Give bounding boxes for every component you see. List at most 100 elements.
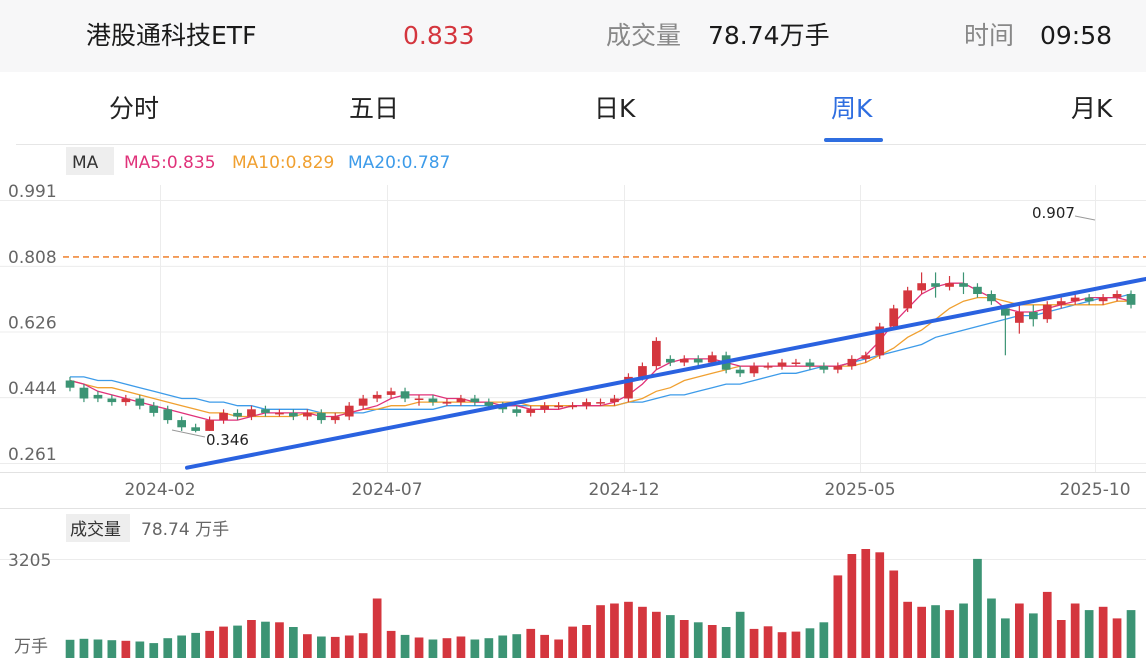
ma-legend-label: MA: [72, 153, 99, 173]
volume-bar: [107, 640, 117, 658]
time-label: 时间: [964, 21, 1015, 50]
candle-body: [1112, 294, 1122, 298]
tab-weekly-k[interactable]: 周K: [831, 94, 873, 123]
volume-bar: [1056, 620, 1066, 658]
volume-bar: [931, 605, 940, 658]
candle-body: [791, 362, 801, 364]
candle-body: [1015, 312, 1024, 323]
candle-body: [931, 283, 940, 287]
candle-body: [707, 355, 717, 363]
candle-body: [875, 326, 885, 356]
volume-bar: [959, 603, 968, 658]
candle-body: [93, 394, 103, 399]
candle-body: [386, 391, 396, 395]
volume-bar: [540, 634, 549, 658]
volume-bar: [638, 606, 647, 658]
ma-legend-box: [66, 147, 114, 175]
candle-body: [484, 402, 494, 406]
volume-bar: [749, 628, 759, 658]
candle-body: [526, 409, 536, 413]
candle-body: [344, 405, 354, 417]
candle-body: [540, 405, 549, 410]
volume-bar: [693, 622, 703, 658]
ma5-legend: MA5:0.835: [124, 153, 216, 173]
volume-bar: [624, 601, 633, 658]
x-tick-label: 2024-12: [588, 480, 659, 500]
volume-legend-value: 78.74 万手: [141, 520, 229, 540]
trendline: [185, 276, 1146, 470]
volume-bar: [135, 641, 145, 658]
candle-body: [568, 405, 577, 408]
volume-bar: [1070, 603, 1080, 658]
candle-body: [679, 358, 689, 363]
volume-bar: [1084, 610, 1094, 658]
x-tick-label: 2025-10: [1059, 480, 1130, 500]
volume-bar: [596, 605, 605, 658]
volume-bar: [93, 639, 103, 658]
high-annotation-leader: [1074, 215, 1096, 221]
volume-bar: [1029, 613, 1038, 658]
volume-bar: [721, 627, 731, 658]
volume-bar: [79, 638, 89, 658]
volume-bar: [903, 601, 912, 658]
candle-body: [889, 308, 899, 327]
volume-bar: [386, 630, 396, 658]
candle-body: [512, 409, 522, 413]
candle-body: [358, 398, 368, 406]
candle-body: [1056, 301, 1066, 305]
candle-body: [149, 405, 159, 413]
y-tick-label: 0.991: [8, 182, 57, 202]
candle-body: [1042, 304, 1052, 320]
candle-body: [987, 294, 996, 302]
y-tick-label: 0.626: [8, 314, 57, 334]
candle-body: [1098, 297, 1108, 302]
tab-five-day[interactable]: 五日: [349, 94, 400, 123]
candle-body: [959, 283, 968, 287]
active-tab-indicator: [824, 138, 883, 142]
volume-bar: [358, 633, 368, 658]
volume-bar: [735, 611, 745, 658]
volume-bar: [973, 558, 982, 658]
candle-body: [917, 283, 926, 291]
tab-monthly-k[interactable]: 月K: [1071, 94, 1113, 123]
volume-bar: [652, 611, 661, 658]
candle-body: [470, 398, 480, 403]
candle-body: [903, 290, 912, 309]
volume-bar: [498, 635, 508, 658]
x-tick-label: 2024-02: [124, 480, 195, 500]
volume-bar: [610, 603, 619, 658]
ma20-legend: MA20:0.787: [348, 153, 450, 173]
volume-unit: 万手: [14, 637, 48, 657]
volume-bar: [833, 575, 843, 658]
volume-bar: [400, 634, 410, 658]
candle-body: [275, 412, 284, 415]
security-name: 港股通科技ETF: [86, 21, 257, 50]
tab-daily-k[interactable]: 日K: [594, 94, 636, 123]
candle-body: [624, 376, 633, 399]
volume-bar: [163, 638, 173, 658]
tab-intraday[interactable]: 分时: [109, 94, 160, 123]
candle-body: [135, 398, 145, 406]
volume-bar: [219, 626, 228, 658]
volume-bar: [707, 625, 717, 658]
candle-body: [205, 420, 214, 431]
y-tick-label: 0.808: [8, 248, 57, 268]
volume-bar: [275, 622, 284, 658]
volume-bar: [1098, 606, 1108, 658]
candle-body: [652, 340, 661, 367]
volume-bar: [205, 630, 214, 658]
candle-body: [666, 358, 675, 363]
candle-body: [596, 402, 605, 404]
volume-bar: [679, 620, 689, 658]
candle-body: [638, 366, 647, 377]
volume-bar: [568, 626, 577, 658]
low-annotation: 0.346: [206, 431, 249, 449]
candle-body: [219, 412, 228, 421]
candle-body: [1070, 297, 1080, 302]
divider: [16, 144, 1146, 145]
candle-body: [456, 398, 466, 403]
volume-bar: [303, 634, 312, 658]
candle-body: [833, 366, 843, 370]
volume-bar: [512, 634, 522, 658]
